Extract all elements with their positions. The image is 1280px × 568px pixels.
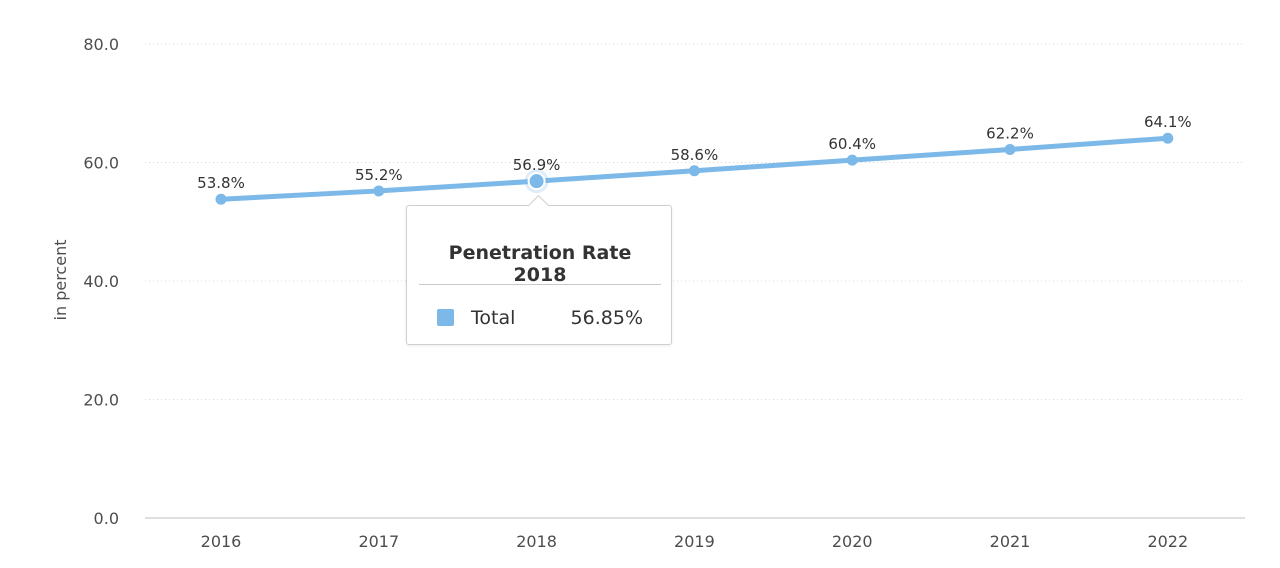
data-label-2018: 56.9% [513, 156, 561, 174]
tooltip-title: Penetration Rate 2018 [448, 242, 632, 286]
x-tick-label-2022: 2022 [1147, 532, 1188, 551]
data-label-2022: 64.1% [1144, 113, 1192, 131]
tooltip-series-name: Total [471, 307, 516, 329]
marker-2016 [215, 193, 227, 205]
data-label-2020: 60.4% [828, 135, 876, 153]
x-tick-label-2019: 2019 [674, 532, 715, 551]
tooltip-divider [419, 284, 661, 285]
x-tick-label-2021: 2021 [990, 532, 1031, 551]
tooltip-series-swatch [437, 309, 454, 326]
marker-2019 [688, 165, 700, 177]
data-label-2021: 62.2% [986, 124, 1034, 142]
y-tick-label-3: 60.0 [83, 154, 119, 173]
tooltip-series-value: 56.85% [570, 307, 643, 329]
x-tick-label-2018: 2018 [516, 532, 557, 551]
marker-2022 [1162, 132, 1174, 144]
x-tick-label-2016: 2016 [201, 532, 242, 551]
y-tick-label-0: 0.0 [94, 509, 119, 528]
tooltip: Penetration Rate 2018 Total 56.85% [406, 194, 672, 345]
y-axis-title: in percent [51, 240, 70, 321]
series-total [215, 132, 1174, 205]
data-label-2016: 53.8% [197, 174, 245, 192]
marker-2021 [1004, 143, 1016, 155]
x-tick-label-2020: 2020 [832, 532, 873, 551]
marker-2020 [846, 154, 858, 166]
data-labels: 53.8% 55.2% 56.9% 58.6% 60.4% 62.2% 64.1% [197, 113, 1191, 192]
data-label-2019: 58.6% [671, 146, 719, 164]
x-tick-label-2017: 2017 [358, 532, 399, 551]
y-tick-label-1: 20.0 [83, 391, 119, 410]
data-label-2017: 55.2% [355, 166, 403, 184]
marker-2017 [373, 185, 385, 197]
gridlines [145, 43, 1245, 400]
y-tick-label-4: 80.0 [83, 35, 119, 54]
marker-2018 [527, 172, 546, 191]
axes: 0.0 20.0 40.0 60.0 80.0 2016 2017 2018 2019 2020 2… [83, 35, 1245, 551]
y-tick-label-2: 40.0 [83, 272, 119, 291]
